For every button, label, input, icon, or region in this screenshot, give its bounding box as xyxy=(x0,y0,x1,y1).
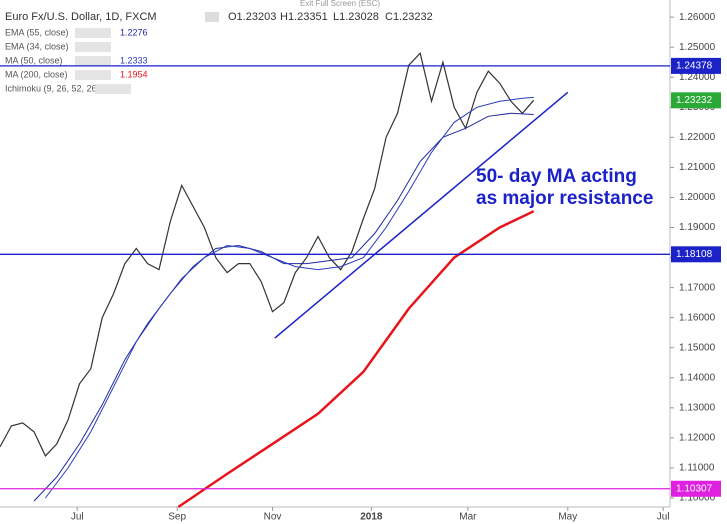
legend-name: MA (50, close) xyxy=(5,55,63,65)
y-tick-label: 1.13000 xyxy=(679,402,716,413)
y-tick-label: 1.21000 xyxy=(679,162,716,173)
ohlc-close: C1.23232 xyxy=(385,11,433,23)
ohlc-high: H1.23351 xyxy=(280,11,328,23)
x-tick-label: May xyxy=(558,512,577,523)
legend-value: 1.2333 xyxy=(120,55,148,65)
x-tick-label: 2018 xyxy=(360,512,383,523)
legend-icons xyxy=(75,70,111,80)
price-box xyxy=(671,246,721,263)
legend-icons xyxy=(75,28,111,38)
icon xyxy=(205,12,219,22)
legend-value: 1.2276 xyxy=(120,27,148,37)
y-tick-label: 1.25000 xyxy=(679,42,716,53)
annotation: as major resistance xyxy=(476,188,653,209)
price-box xyxy=(671,92,721,109)
legend-name: Ichimoku (9, 26, 52, 26) xyxy=(5,83,100,93)
chart-title: Euro Fx/U.S. Dollar, 1D, FXCM xyxy=(5,11,157,23)
series-line xyxy=(0,51,535,457)
annotation: 50- day MA acting xyxy=(476,166,637,187)
y-tick-label: 1.26000 xyxy=(679,12,716,23)
y-tick-label: 1.20000 xyxy=(679,192,716,203)
y-tick-label: 1.17000 xyxy=(679,282,716,293)
legend-name: EMA (55, close) xyxy=(5,27,69,37)
y-tick-label: 1.16000 xyxy=(679,312,716,323)
series-line xyxy=(177,210,535,509)
y-tick-label: 1.15000 xyxy=(679,342,716,353)
x-tick-label: Jul xyxy=(71,512,84,523)
price-box xyxy=(671,57,721,74)
legend-icons xyxy=(75,56,111,66)
price-label: 1.10307 xyxy=(676,483,713,494)
x-tick-label: Jul xyxy=(657,512,670,523)
y-tick-label: 1.11000 xyxy=(679,463,715,474)
price-label: 1.18108 xyxy=(676,249,713,260)
x-tick-label: Mar xyxy=(459,512,477,523)
ohlc-open: O1.23203 xyxy=(228,11,276,23)
y-tick-label: 1.22000 xyxy=(679,132,716,143)
legend-name: EMA (34, close) xyxy=(5,41,69,51)
legend-name: MA (200, close) xyxy=(5,69,68,79)
trendline xyxy=(274,91,569,339)
price-box xyxy=(671,480,721,497)
series-line xyxy=(45,96,534,499)
series-line xyxy=(33,112,534,502)
y-tick-label: 1.24000 xyxy=(679,72,716,83)
x-tick-label: Nov xyxy=(264,512,282,523)
y-tick-label: 1.10000 xyxy=(679,493,716,504)
legend-value: 1.1954 xyxy=(120,69,148,79)
x-tick-label: Sep xyxy=(168,512,186,523)
y-tick-label: 1.14000 xyxy=(679,372,716,383)
y-tick-label: 1.19000 xyxy=(679,222,716,233)
price-label: 1.24378 xyxy=(676,61,713,72)
y-tick-label: 1.12000 xyxy=(679,433,716,444)
legend-icons xyxy=(75,42,111,52)
fullscreen-hint[interactable]: Exit Full Screen (ESC) xyxy=(300,0,380,8)
ohlc-low: L1.23028 xyxy=(333,11,379,23)
price-label: 1.23232 xyxy=(676,95,713,106)
legend-icons xyxy=(95,84,131,94)
legend: EMA (55, close) 1.2276 EMA (34, close) MA (… xyxy=(5,27,148,94)
